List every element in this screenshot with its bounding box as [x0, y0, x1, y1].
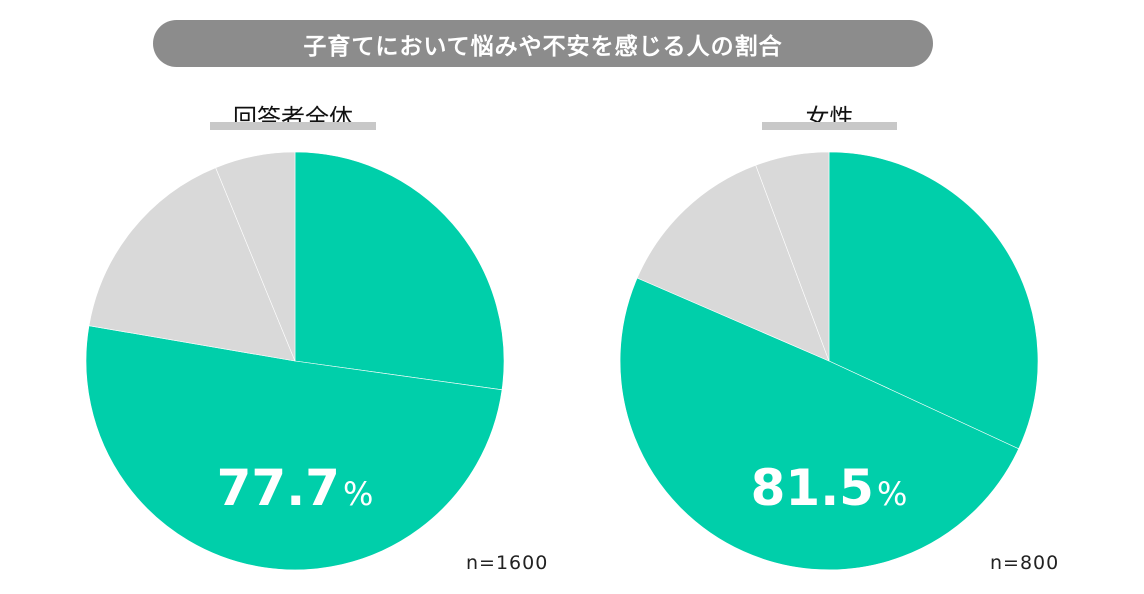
pie-slice-all-0 — [294, 151, 505, 391]
pie-slice-all-1 — [85, 325, 503, 571]
pie-slice-all-3 — [215, 151, 296, 362]
highlight-label-female: 81.5% — [751, 459, 908, 517]
chart-title: 子育てにおいて悩みや不安を感じる人の割合 — [153, 20, 933, 67]
pie-slice-female-0 — [828, 151, 1039, 450]
pie-slice-female-3 — [755, 151, 830, 362]
pie-slice-female-1 — [619, 277, 1020, 571]
panel-underline-female — [762, 122, 897, 130]
highlight-label-all: 77.7% — [217, 459, 374, 517]
pie-slice-all-2 — [88, 167, 296, 362]
pie-slice-female-2 — [636, 164, 830, 362]
panel-underline-all — [210, 122, 376, 130]
sample-size-female: n=800 — [990, 552, 1060, 574]
sample-size-all: n=1600 — [466, 552, 549, 574]
